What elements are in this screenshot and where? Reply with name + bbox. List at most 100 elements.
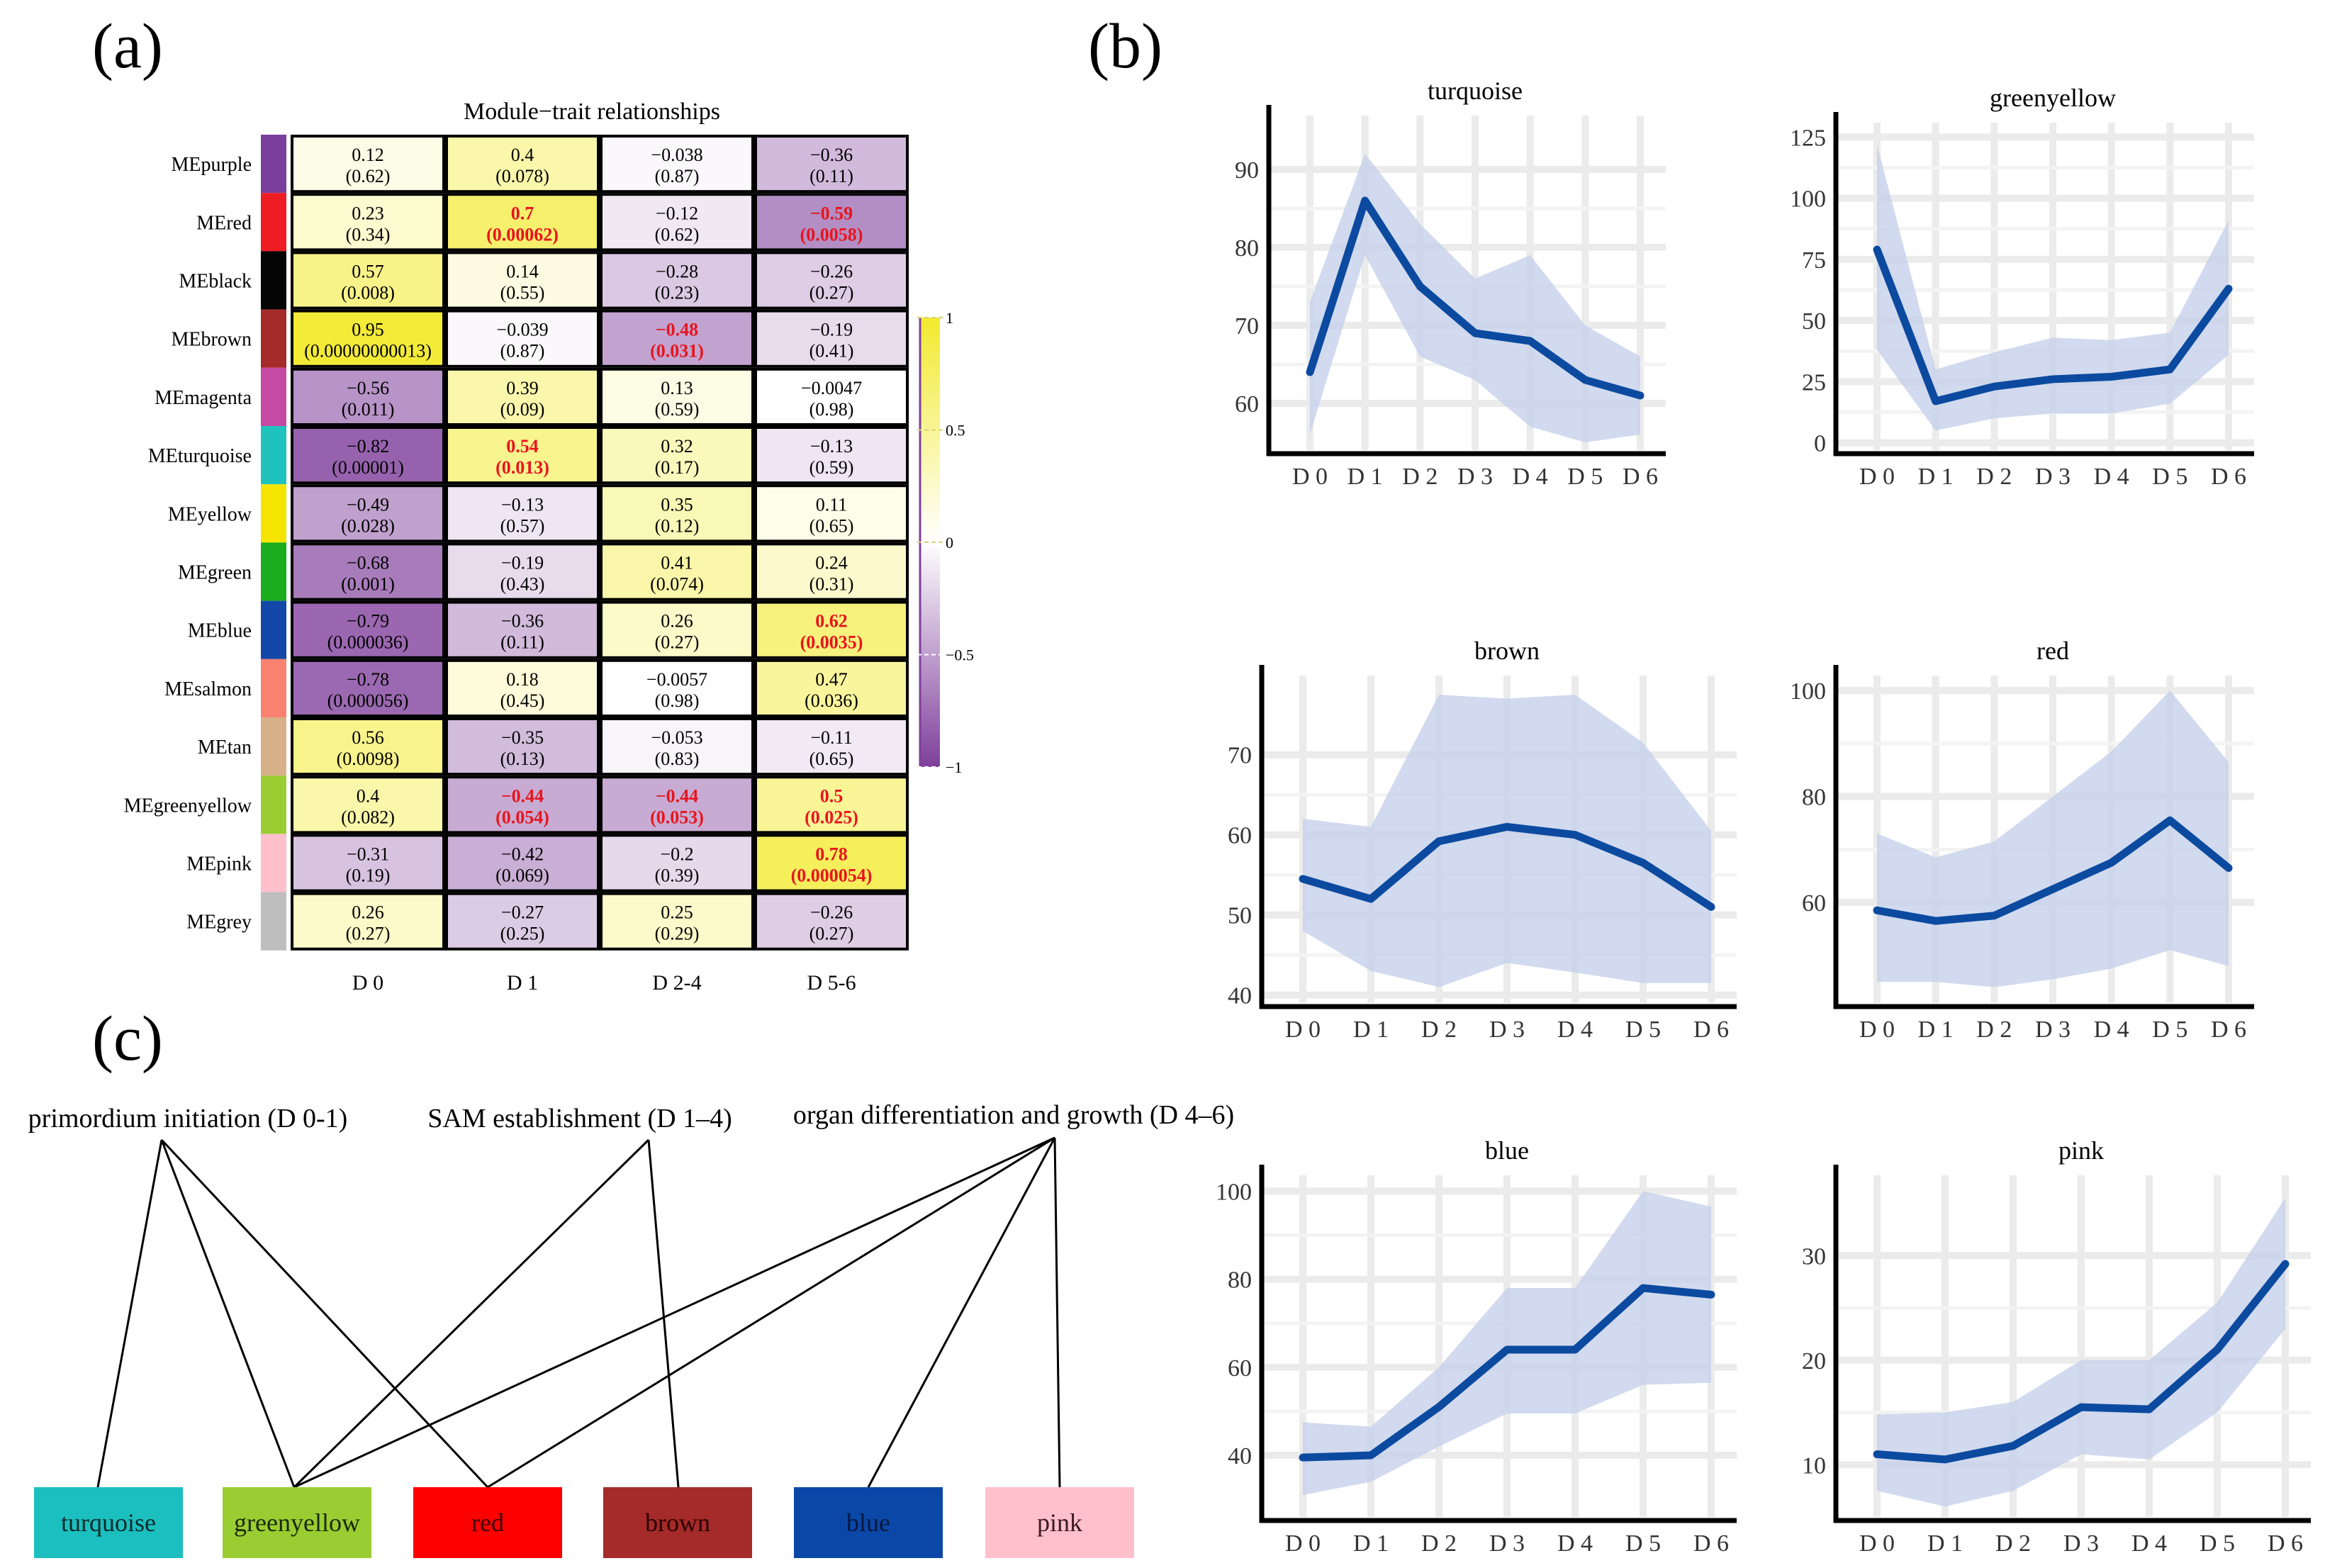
cell-pvalue: (0.008) (341, 283, 395, 303)
heatmap-cell (445, 717, 600, 776)
heatmap-cell (291, 542, 445, 601)
heatmap-cell (754, 717, 909, 776)
cell-correlation: −0.42 (501, 844, 544, 865)
module-color-swatch-MEyellow (261, 484, 286, 543)
module-box-greenyellow: greenyellow (223, 1487, 371, 1558)
cell-correlation: 0.35 (661, 494, 693, 515)
y-tick-label: 20 (1802, 1348, 1826, 1374)
heatmap-row-MEpink: MEpink −0.31(0.19) −0.42(0.069) −0.2(0.39) 0… (186, 834, 909, 892)
cell-correlation: −0.36 (810, 145, 853, 165)
y-tick-label: 10 (1802, 1452, 1826, 1479)
cell-pvalue: (0.59) (809, 457, 854, 478)
chart-title: greenyellow (1990, 84, 2116, 112)
module-box-label: blue (846, 1508, 890, 1537)
y-tick-label: 25 (1802, 369, 1826, 396)
data-point (1309, 371, 1311, 373)
x-tick-label: D 6 (2268, 1530, 2303, 1557)
module-color-swatch-MEpurple (261, 135, 286, 194)
cell-correlation: 0.11 (816, 494, 848, 515)
heatmap-cell (445, 892, 600, 951)
cell-pvalue: (0.036) (805, 690, 858, 711)
x-tick-label: D 3 (1489, 1017, 1525, 1043)
cell-correlation: −0.68 (347, 553, 389, 573)
panel-label-c: (c) (92, 1004, 163, 1074)
cell-pvalue: (0.09) (500, 399, 545, 420)
cell-correlation: 0.4 (357, 785, 380, 806)
cell-correlation: 0.14 (506, 262, 539, 282)
cell-pvalue: (0.000036) (327, 632, 409, 653)
diagram-link-line (160, 1139, 296, 1488)
x-tick-label: D 0 (1859, 1530, 1895, 1557)
x-tick-label: D 6 (1623, 464, 1658, 490)
cell-pvalue: (0.000056) (327, 690, 409, 711)
module-color-swatch-MEturquoise (261, 426, 286, 485)
data-point (2148, 1409, 2150, 1411)
y-tick-label: 125 (1790, 125, 1826, 151)
heatmap-cell (754, 484, 909, 543)
x-tick-label: D 5 (1625, 1017, 1661, 1043)
heatmap-cell (291, 193, 445, 252)
cell-pvalue: (0.29) (655, 924, 700, 944)
heatmap-cell (754, 659, 909, 717)
y-tick-label: 50 (1228, 903, 1252, 929)
cell-correlation: −0.36 (501, 611, 544, 632)
module-color-swatch-MEgreenyellow (261, 775, 286, 834)
heatmap-cell (445, 775, 600, 834)
module-color-swatch-MEgreen (261, 542, 286, 601)
module-color-swatch-MEpink (261, 834, 286, 892)
x-tick-label: D 0 (1285, 1017, 1321, 1043)
data-point (2217, 1349, 2218, 1350)
cell-pvalue: (0.000054) (791, 866, 873, 886)
x-tick-label: D 4 (2131, 1530, 2167, 1557)
cell-pvalue: (0.069) (495, 866, 549, 886)
heatmap-cell (291, 659, 445, 717)
heatmap-color-legend: 1 0.5 0 −0.5 −1 (917, 309, 974, 776)
cell-correlation: −0.26 (810, 262, 853, 282)
confidence-band (1877, 1198, 2285, 1507)
cell-correlation: −0.44 (501, 785, 544, 806)
cell-pvalue: (0.98) (809, 399, 854, 420)
cell-pvalue: (0.12) (655, 515, 700, 536)
cell-correlation: 0.95 (352, 320, 384, 340)
cell-pvalue: (0.078) (495, 166, 549, 186)
cell-correlation: −0.35 (501, 727, 544, 748)
cell-pvalue: (0.13) (500, 749, 545, 769)
cell-pvalue: (0.011) (342, 399, 395, 420)
x-tick-label: D 2 (1976, 1017, 2012, 1043)
line-chart-greenyellow: 0 25 50 75 100 125 D 0 D 1 D 2 D 3 D 4 D 5 D 6 greeny… (1790, 84, 2254, 490)
cell-correlation: 0.24 (815, 553, 848, 573)
data-point (1574, 1349, 1576, 1350)
line-chart-brown: 40 50 60 70 D 0 D 1 D 2 D 3 D 4 D 5 D 6 brown (1228, 637, 1737, 1043)
cell-correlation: −0.19 (501, 553, 544, 573)
heatmap-cell (600, 426, 754, 485)
cell-pvalue: (0.41) (809, 341, 854, 362)
heatmap-cell (291, 251, 445, 310)
data-point (1302, 878, 1304, 880)
y-tick-label: 40 (1228, 1443, 1252, 1469)
cell-pvalue: (0.001) (341, 574, 395, 595)
x-tick-label: D 2 (1976, 464, 2012, 490)
x-tick-label: D 6 (2211, 464, 2246, 490)
x-tick-label: D 3 (1489, 1530, 1525, 1557)
stage-label: primordium initiation (D 0-1) (28, 1104, 348, 1133)
data-point (1642, 862, 1644, 864)
data-point (2110, 376, 2112, 378)
heatmap-column-labels: D 0 D 1 D 2-4 D 5-6 (352, 971, 856, 995)
y-tick-label: 100 (1790, 186, 1826, 213)
heatmap-cell (754, 251, 909, 310)
cell-correlation: −0.038 (651, 145, 702, 165)
stage-label: organ differentiation and growth (D 4–6) (793, 1100, 1234, 1130)
data-point (1934, 920, 1937, 922)
cell-correlation: 0.54 (506, 436, 539, 457)
cell-pvalue: (0.23) (655, 283, 700, 303)
data-point (2012, 1445, 2014, 1447)
x-tick-label: D 1 (1927, 1530, 1963, 1557)
heatmap-rows: MEpurple 0.12(0.62)0.4(0.078)−0.038(0.87)… (124, 135, 909, 951)
module-box-label: red (471, 1508, 504, 1537)
data-point (1364, 200, 1366, 201)
diagram-link-line (1053, 1137, 1061, 1488)
heatmap-cell (291, 717, 445, 776)
heatmap-cell (291, 309, 445, 368)
legend-bar (920, 318, 940, 767)
data-point (1529, 340, 1531, 342)
